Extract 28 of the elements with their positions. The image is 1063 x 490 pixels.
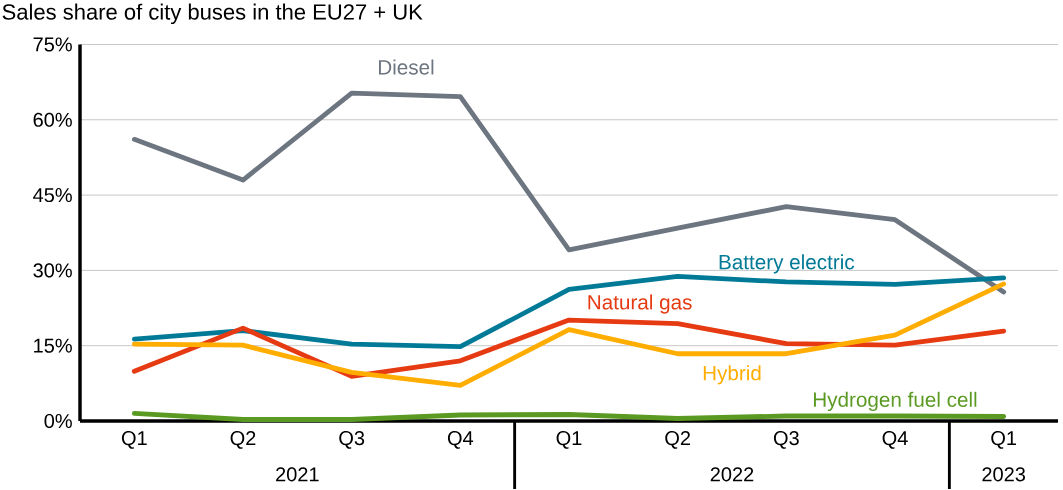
line-series [131, 274, 1007, 350]
y-tick-label: 45% [33, 188, 72, 203]
x-tick-label: Q3 [773, 431, 799, 449]
x-tick-label: Q4 [447, 431, 474, 449]
y-tick-label: 60% [33, 112, 72, 127]
line-series [131, 411, 1007, 422]
y-tick-label: 0% [44, 413, 72, 429]
x-tick-label: Q1 [991, 431, 1017, 449]
y-tick-label: 30% [33, 263, 72, 278]
series-label: Natural gas [588, 294, 692, 314]
y-tick-label: 15% [34, 338, 72, 353]
line-series [131, 90, 1007, 295]
text: 2022 [710, 467, 754, 482]
x-tick-label: Q1 [556, 431, 582, 449]
series-label: Hybrid [703, 365, 761, 385]
x-tick-label: Q1 [121, 431, 147, 449]
series-label: Battery electric [719, 254, 855, 274]
y-tick-label: 75% [33, 37, 72, 52]
series-label: Diesel [378, 59, 434, 75]
line-series [131, 281, 1007, 388]
x-tick-label: Q2 [230, 431, 256, 449]
chart-title: Sales share of city buses in the EU27 + UK [2, 3, 423, 25]
x-tick-label: Q3 [339, 431, 365, 449]
series-label: Hydrogen fuel cell [813, 391, 977, 412]
text: 2021 [276, 467, 319, 482]
text: 2023 [982, 467, 1026, 482]
x-tick-label: Q2 [665, 431, 691, 449]
x-tick-label: Q4 [882, 431, 908, 449]
